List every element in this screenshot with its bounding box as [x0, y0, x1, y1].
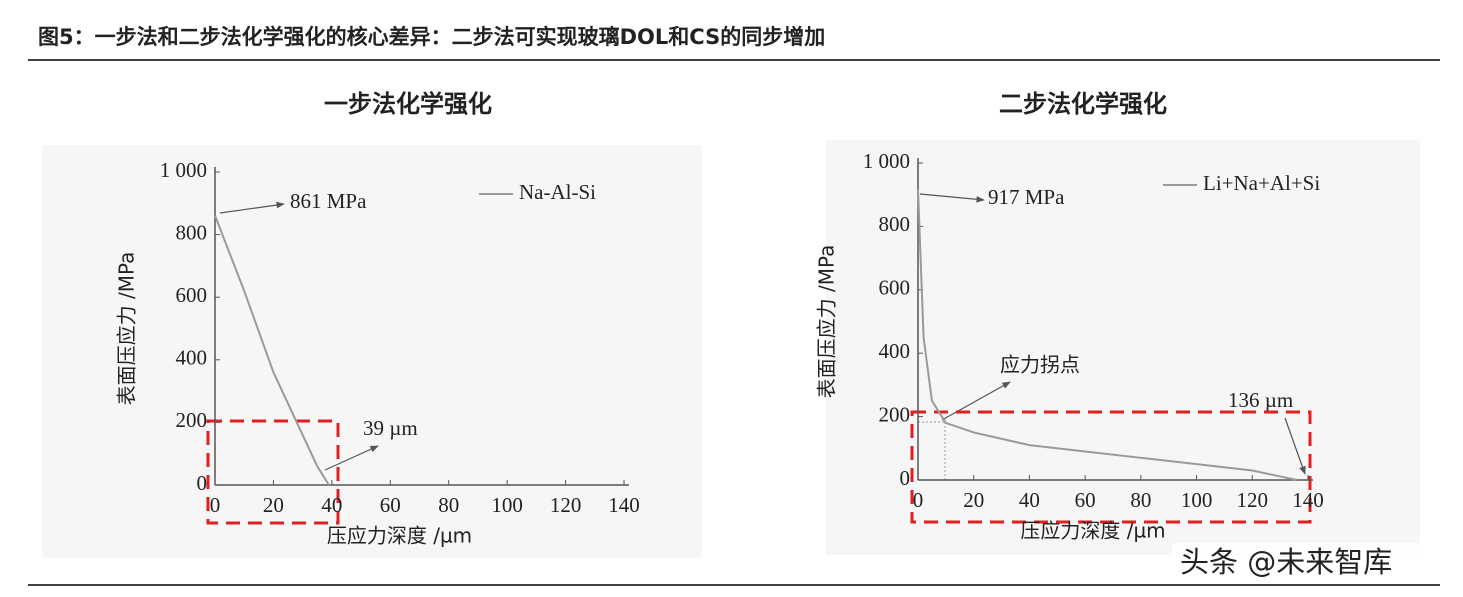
x-tick-label: 40 — [321, 493, 342, 517]
watermark: 头条 @未来智库 — [1180, 545, 1392, 579]
y-tick-label: 600 — [176, 283, 208, 307]
annotation: 应力拐点 — [1000, 353, 1080, 377]
x-axis-label: 压应力深度 /µm — [1020, 519, 1165, 543]
y-axis-label: 表面压应力 /MPa — [115, 252, 139, 406]
line-series — [214, 215, 330, 486]
line-series — [917, 189, 1298, 481]
x-tick-label: 60 — [1075, 488, 1096, 512]
x-tick-label: 100 — [1181, 488, 1213, 512]
y-tick-label: 400 — [176, 346, 208, 370]
x-tick-label: 140 — [608, 493, 640, 517]
y-tick-label: 200 — [176, 408, 208, 432]
x-tick-label: 20 — [263, 493, 284, 517]
arrow — [324, 445, 379, 471]
y-tick-label: 200 — [879, 402, 911, 426]
x-tick-label: 20 — [963, 488, 984, 512]
annotation: 136 µm — [1228, 388, 1293, 412]
figure-title: 图5：一步法和二步法化学强化的核心差异：二步法可实现玻璃DOL和CS的同步增加 — [38, 25, 825, 49]
chart-title: 二步法化学强化 — [999, 90, 1167, 118]
annotation: 917 MPa — [988, 185, 1065, 209]
arrow — [1284, 417, 1306, 475]
x-tick-label: 0 — [210, 493, 221, 517]
y-tick-label: 400 — [879, 339, 911, 363]
x-tick-label: 80 — [1130, 488, 1151, 512]
y-tick-label: 600 — [879, 276, 911, 300]
x-tick-label: 100 — [491, 493, 523, 517]
chart-title: 一步法化学强化 — [324, 90, 492, 118]
y-tick-label: 1 000 — [160, 158, 207, 182]
annotation: 39 µm — [363, 416, 418, 440]
arrow — [219, 201, 285, 214]
x-tick-label: 140 — [1292, 488, 1324, 512]
watermark-bg — [1172, 543, 1447, 583]
legend-label: Na-Al-Si — [519, 180, 596, 204]
y-tick-label: 0 — [900, 466, 911, 490]
x-tick-label: 40 — [1019, 488, 1040, 512]
legend-label: Li+Na+Al+Si — [1203, 171, 1320, 195]
x-tick-label: 120 — [1237, 488, 1269, 512]
y-tick-label: 800 — [879, 212, 911, 236]
x-tick-label: 60 — [380, 493, 401, 517]
x-tick-label: 120 — [550, 493, 582, 517]
highlight-box — [206, 419, 340, 525]
arrow — [941, 381, 1011, 421]
y-tick-label: 0 — [197, 471, 208, 495]
annotation: 861 MPa — [290, 189, 367, 213]
arrow — [919, 193, 985, 203]
highlight-box — [910, 410, 1312, 524]
x-axis-label: 压应力深度 /µm — [327, 524, 472, 548]
x-tick-label: 0 — [913, 488, 924, 512]
y-tick-label: 800 — [176, 220, 208, 244]
y-tick-label: 1 000 — [863, 149, 910, 173]
x-tick-label: 80 — [438, 493, 459, 517]
y-axis-label: 表面压应力 /MPa — [815, 245, 839, 399]
panel-bg — [42, 145, 702, 558]
